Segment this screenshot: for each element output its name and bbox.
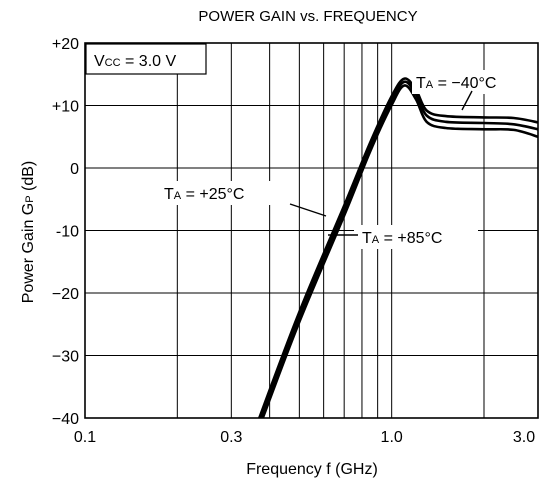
plot-frame [84, 42, 539, 419]
y-tick-label: −40 [52, 411, 79, 428]
y-tick-label: 0 [70, 161, 79, 178]
series-label-plus85: TA = +85°C [362, 230, 442, 247]
y-tick-label: -10 [56, 224, 79, 241]
y-tick-label: −20 [52, 286, 79, 303]
series-line-2 [261, 84, 539, 419]
y-tick-label: −30 [52, 349, 79, 366]
y-tick-label: +20 [52, 36, 79, 53]
series-label-plus25: TA = +25°C [164, 186, 244, 203]
label-bg-plus85 [354, 225, 478, 249]
series-label-minus40: TA = −40°C [416, 75, 496, 92]
leader-plus25 [289, 203, 327, 217]
x-tick-labels: 0.1 0.3 1.0 3.0 [74, 429, 535, 446]
x-tick-label: 0.3 [220, 429, 242, 446]
y-tick-labels: +20 +10 0 -10 −20 −30 −40 [52, 36, 79, 428]
series-line-1 [259, 80, 539, 419]
series-line-0 [258, 77, 539, 419]
condition-label: VCC = 3.0 V [94, 53, 176, 70]
x-tick-label: 3.0 [513, 429, 535, 446]
y-axis-label: Power Gain GP (dB) [20, 161, 37, 304]
curves [258, 77, 539, 419]
x-tick-label: 1.0 [381, 429, 403, 446]
x-axis-label: Frequency f (GHz) [246, 461, 378, 478]
y-tick-label: +10 [52, 99, 79, 116]
condition-box [85, 43, 207, 75]
x-tick-label: 0.1 [74, 429, 96, 446]
chart-title: POWER GAIN vs. FREQUENCY [198, 8, 417, 25]
label-bg-plus25 [160, 181, 284, 205]
label-bg-minus40 [412, 70, 524, 94]
leader-minus40 [461, 90, 473, 111]
